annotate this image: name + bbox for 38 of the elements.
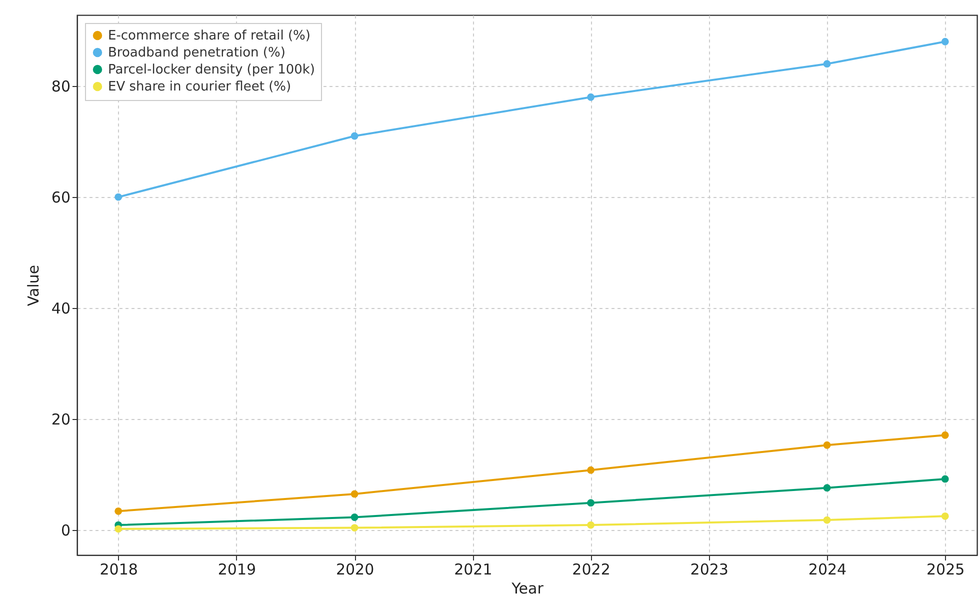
legend-label: EV share in courier fleet (%) [108, 80, 292, 94]
point [114, 525, 122, 533]
point [350, 132, 358, 140]
point [823, 60, 831, 68]
legend-label: Parcel-locker density (per 100k) [108, 62, 315, 78]
legend-label: Broadband penetration (%) [108, 46, 286, 60]
point [941, 475, 949, 483]
point [823, 441, 831, 449]
y-tick-label: 60 [51, 188, 70, 207]
point [587, 521, 594, 529]
x-axis-title: Year [510, 580, 544, 598]
legend-label: E-commerce share of retail (%) [108, 28, 310, 44]
point [350, 524, 358, 532]
x-tick-label: 2022 [572, 560, 610, 578]
point [941, 431, 949, 439]
point [114, 193, 122, 201]
y-tick-label: 0 [60, 522, 70, 540]
x-tick-label: 2019 [218, 560, 256, 578]
point [114, 507, 122, 515]
y-tick-label: 20 [51, 410, 70, 429]
x-tick-label: 2018 [100, 560, 138, 578]
x-tick-label: 2025 [926, 560, 965, 578]
x-tick-label: 2021 [454, 560, 492, 578]
point [350, 490, 358, 498]
point [941, 512, 949, 520]
point [587, 93, 594, 101]
y-axis-title: Value [24, 264, 42, 306]
x-tick-label: 2024 [808, 560, 847, 578]
x-tick-label: 2023 [690, 560, 728, 578]
point [941, 38, 949, 46]
x-tick-label: 2020 [336, 560, 374, 578]
point [350, 514, 358, 521]
point [823, 484, 831, 492]
point [587, 499, 594, 507]
point [587, 466, 594, 474]
point [823, 516, 831, 524]
y-tick-label: 40 [51, 300, 70, 318]
y-tick-label: 80 [51, 78, 70, 96]
